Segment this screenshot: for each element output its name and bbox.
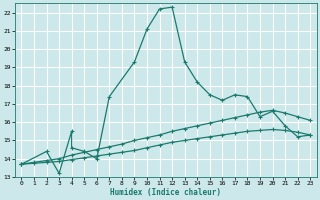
X-axis label: Humidex (Indice chaleur): Humidex (Indice chaleur) xyxy=(110,188,221,197)
